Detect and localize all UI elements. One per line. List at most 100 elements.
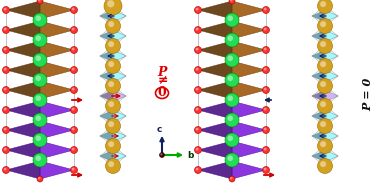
Circle shape bbox=[33, 153, 47, 167]
Circle shape bbox=[262, 167, 270, 174]
Polygon shape bbox=[325, 150, 338, 162]
Circle shape bbox=[106, 139, 120, 153]
Text: P = 0: P = 0 bbox=[362, 77, 373, 111]
Polygon shape bbox=[6, 161, 40, 179]
Polygon shape bbox=[198, 81, 232, 99]
Circle shape bbox=[38, 97, 41, 99]
Circle shape bbox=[320, 61, 326, 67]
Circle shape bbox=[72, 148, 74, 150]
Circle shape bbox=[229, 76, 235, 82]
Circle shape bbox=[230, 99, 232, 101]
Circle shape bbox=[108, 41, 114, 47]
Circle shape bbox=[106, 98, 120, 114]
Circle shape bbox=[106, 39, 120, 53]
Circle shape bbox=[194, 26, 202, 33]
Polygon shape bbox=[40, 161, 74, 179]
Circle shape bbox=[230, 117, 232, 119]
Circle shape bbox=[225, 13, 239, 27]
Polygon shape bbox=[100, 10, 113, 22]
Circle shape bbox=[229, 36, 235, 42]
Circle shape bbox=[108, 121, 114, 127]
Polygon shape bbox=[232, 141, 266, 159]
Circle shape bbox=[72, 68, 74, 70]
Polygon shape bbox=[113, 10, 126, 22]
Circle shape bbox=[230, 177, 232, 179]
Polygon shape bbox=[6, 81, 40, 99]
Polygon shape bbox=[198, 61, 232, 79]
Circle shape bbox=[37, 118, 43, 124]
Polygon shape bbox=[312, 70, 325, 82]
Polygon shape bbox=[113, 130, 126, 142]
Circle shape bbox=[37, 38, 43, 44]
Polygon shape bbox=[232, 21, 266, 39]
Circle shape bbox=[4, 8, 6, 11]
Circle shape bbox=[264, 68, 267, 70]
Circle shape bbox=[194, 167, 202, 174]
Polygon shape bbox=[198, 41, 232, 59]
Circle shape bbox=[4, 148, 6, 150]
Circle shape bbox=[37, 138, 43, 144]
Polygon shape bbox=[6, 121, 40, 139]
Circle shape bbox=[108, 61, 114, 67]
Polygon shape bbox=[100, 110, 113, 122]
Circle shape bbox=[262, 6, 270, 13]
Circle shape bbox=[227, 155, 233, 161]
Polygon shape bbox=[40, 141, 74, 159]
Circle shape bbox=[225, 33, 239, 47]
Circle shape bbox=[230, 19, 232, 21]
Circle shape bbox=[229, 116, 235, 122]
Circle shape bbox=[72, 168, 74, 170]
Circle shape bbox=[229, 98, 235, 104]
Polygon shape bbox=[198, 1, 232, 19]
Circle shape bbox=[106, 159, 120, 174]
Circle shape bbox=[37, 96, 43, 102]
Circle shape bbox=[108, 141, 114, 147]
Circle shape bbox=[38, 119, 41, 122]
Circle shape bbox=[3, 46, 9, 53]
Circle shape bbox=[33, 133, 47, 147]
Circle shape bbox=[230, 79, 232, 81]
Circle shape bbox=[317, 139, 332, 153]
Polygon shape bbox=[40, 101, 74, 119]
Circle shape bbox=[320, 41, 326, 47]
Polygon shape bbox=[325, 70, 338, 82]
Circle shape bbox=[106, 78, 120, 94]
Circle shape bbox=[262, 26, 270, 33]
Circle shape bbox=[264, 108, 267, 111]
Circle shape bbox=[194, 6, 202, 13]
Circle shape bbox=[3, 146, 9, 153]
Circle shape bbox=[37, 116, 43, 122]
Text: P: P bbox=[157, 66, 167, 78]
Circle shape bbox=[106, 119, 120, 133]
Circle shape bbox=[108, 101, 114, 107]
Circle shape bbox=[38, 0, 41, 2]
Circle shape bbox=[264, 28, 267, 31]
Polygon shape bbox=[325, 110, 338, 122]
Circle shape bbox=[227, 136, 233, 141]
Circle shape bbox=[262, 126, 270, 133]
Circle shape bbox=[230, 77, 232, 79]
Circle shape bbox=[230, 59, 232, 61]
Circle shape bbox=[264, 128, 267, 131]
Circle shape bbox=[230, 37, 232, 40]
Circle shape bbox=[196, 68, 199, 70]
Circle shape bbox=[262, 67, 270, 74]
Polygon shape bbox=[113, 50, 126, 62]
Circle shape bbox=[225, 133, 239, 147]
Polygon shape bbox=[6, 61, 40, 79]
Circle shape bbox=[38, 137, 41, 139]
Polygon shape bbox=[312, 50, 325, 62]
Circle shape bbox=[317, 19, 332, 33]
Circle shape bbox=[229, 18, 235, 24]
Polygon shape bbox=[113, 110, 126, 122]
Circle shape bbox=[37, 0, 43, 4]
Polygon shape bbox=[198, 141, 232, 159]
Circle shape bbox=[106, 59, 120, 74]
Circle shape bbox=[71, 87, 77, 94]
Circle shape bbox=[37, 58, 43, 64]
Circle shape bbox=[38, 17, 41, 19]
Polygon shape bbox=[40, 1, 74, 19]
Text: b: b bbox=[187, 152, 193, 160]
Circle shape bbox=[227, 115, 233, 121]
Polygon shape bbox=[312, 130, 325, 142]
